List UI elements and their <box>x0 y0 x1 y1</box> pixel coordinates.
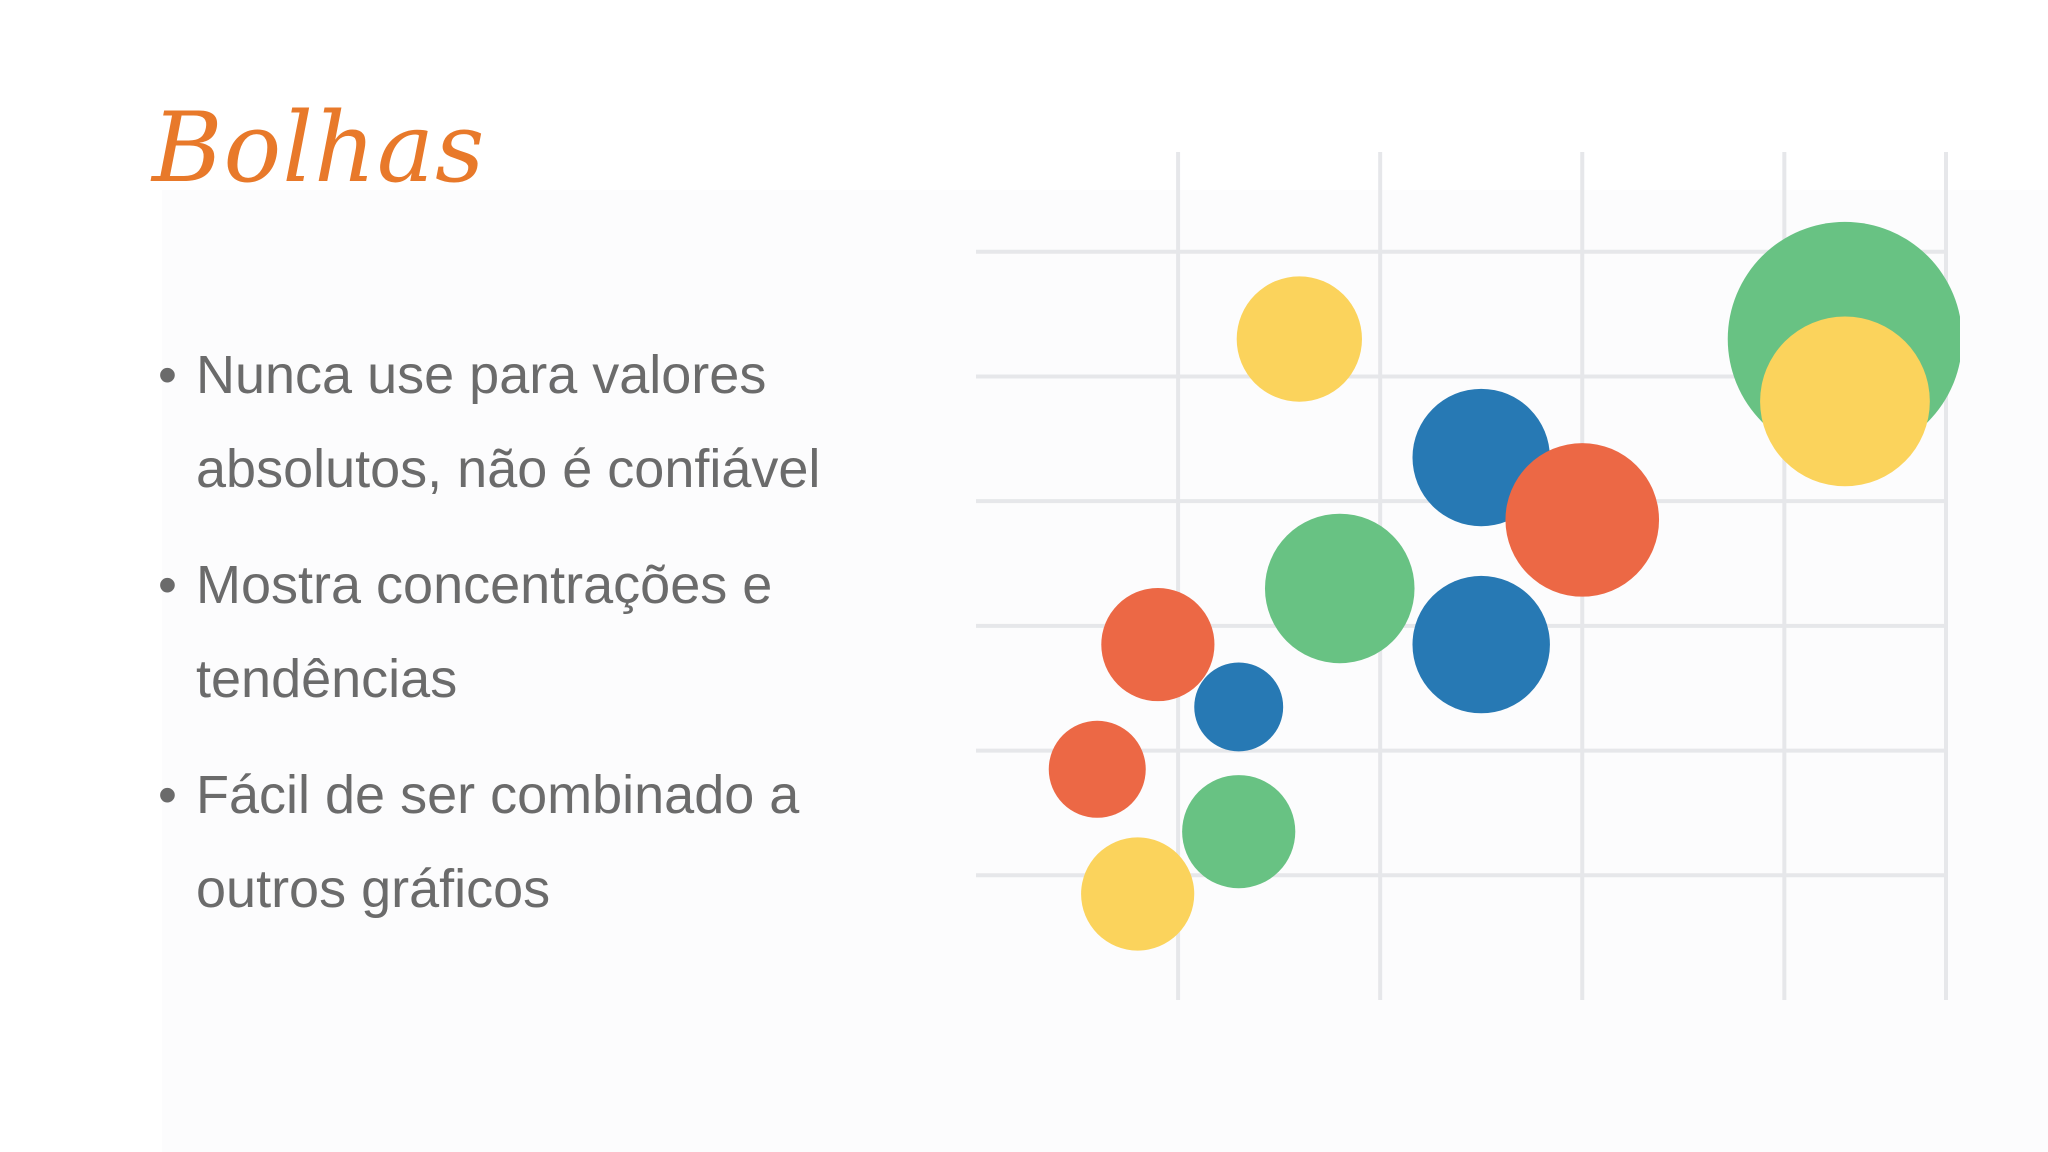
bubble-red <box>1048 720 1146 818</box>
bubble-blue <box>1194 662 1284 752</box>
bubble-chart <box>976 152 1960 1000</box>
bubble-red <box>1505 443 1660 597</box>
chart-bubbles <box>1048 221 1960 951</box>
bullet-item: • Nunca use para valores absolutos, não … <box>152 328 832 516</box>
bullet-dot-icon: • <box>158 345 177 405</box>
bubble-yellow <box>1236 276 1362 402</box>
bubble-yellow <box>1081 837 1195 951</box>
bullet-item: • Fácil de ser combinado a outros gráfic… <box>152 748 832 936</box>
bubble-green <box>1264 513 1415 664</box>
bubble-red <box>1101 588 1215 702</box>
bubble-blue <box>1412 575 1550 714</box>
bubble-yellow <box>1760 316 1930 487</box>
bullet-list: • Nunca use para valores absolutos, não … <box>152 328 832 958</box>
bullet-text: Mostra concentrações e tendências <box>196 555 773 709</box>
bullet-dot-icon: • <box>158 555 177 615</box>
bullet-item: • Mostra concentrações e tendências <box>152 538 832 726</box>
bullet-text: Nunca use para valores absolutos, não é … <box>196 345 821 499</box>
bullet-text: Fácil de ser combinado a outros gráficos <box>196 765 800 919</box>
bubble-green <box>1182 775 1296 889</box>
bullet-dot-icon: • <box>158 765 177 825</box>
slide-title: Bolhas <box>152 92 486 204</box>
